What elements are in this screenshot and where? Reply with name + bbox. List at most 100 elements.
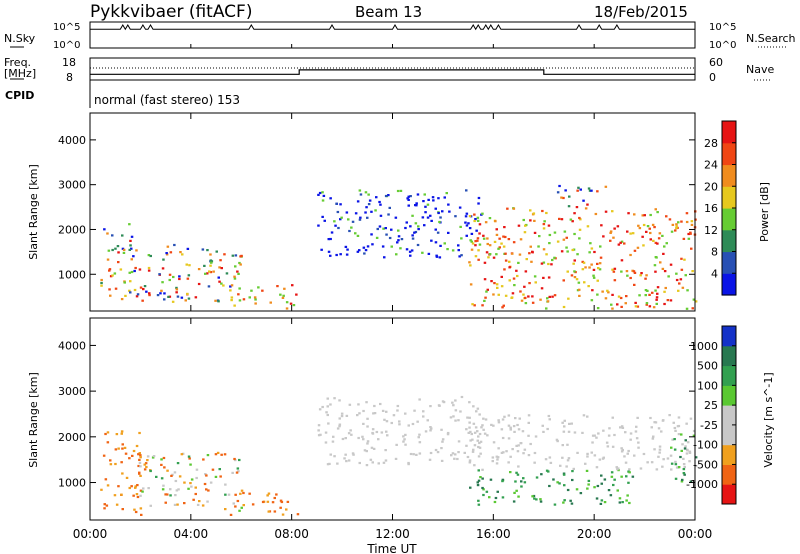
x-tick-label: 08:00 [274, 527, 309, 541]
data-cell [183, 481, 186, 484]
data-cell [159, 292, 162, 295]
data-cell [593, 454, 597, 457]
colorbar-segment [722, 142, 736, 166]
data-cell [319, 433, 322, 436]
data-cell [503, 226, 506, 229]
data-cell [538, 235, 541, 238]
data-cell [371, 428, 375, 431]
data-cell [117, 447, 120, 450]
data-cell [467, 431, 470, 434]
data-cell [416, 420, 419, 423]
data-cell [443, 242, 446, 245]
data-cell [642, 244, 645, 247]
data-cell [604, 297, 608, 300]
data-cell [502, 304, 505, 307]
data-cell [650, 426, 653, 429]
data-cell [179, 251, 182, 254]
power-y-axis: 1000 2000 3000 4000 [58, 134, 695, 281]
data-cell [585, 469, 589, 472]
data-cell [454, 419, 457, 422]
data-cell [481, 212, 484, 215]
data-cell [482, 488, 485, 491]
data-cell [370, 446, 374, 449]
data-cell [163, 292, 166, 295]
data-cell [267, 492, 271, 495]
data-cell [459, 410, 462, 413]
data-cell [656, 242, 659, 245]
data-cell [677, 416, 681, 419]
data-cell [156, 294, 160, 297]
data-cell [111, 234, 114, 237]
data-cell [336, 210, 340, 214]
data-cell [161, 267, 165, 270]
data-cell [579, 188, 582, 191]
data-cell [239, 492, 242, 495]
data-cell [238, 261, 241, 265]
data-cell [662, 458, 665, 461]
data-cell [590, 299, 594, 302]
data-cell [652, 306, 656, 309]
data-cell [611, 293, 614, 296]
data-cell [534, 435, 538, 438]
data-cell [457, 249, 460, 252]
data-cell [689, 417, 693, 420]
data-cell [356, 250, 360, 253]
data-cell [210, 261, 213, 264]
data-cell [516, 274, 519, 278]
data-cell [214, 453, 218, 456]
data-cell [443, 196, 446, 199]
data-cell [507, 437, 511, 440]
data-cell [460, 254, 463, 257]
data-cell [217, 300, 220, 303]
data-cell [501, 480, 504, 483]
data-cell [464, 215, 468, 218]
data-cell [139, 465, 142, 468]
data-cell [624, 431, 627, 434]
data-cell [527, 454, 531, 457]
data-cell [627, 212, 630, 215]
data-cell [575, 278, 579, 281]
data-cell [229, 289, 232, 292]
data-cell [129, 244, 132, 247]
data-cell [511, 292, 515, 295]
data-cell [545, 253, 548, 256]
data-cell [117, 251, 120, 254]
data-cell [327, 422, 330, 425]
data-cell [423, 193, 426, 196]
data-cell [165, 252, 168, 255]
data-cell [540, 473, 543, 476]
data-cell [196, 503, 200, 506]
data-cell [169, 494, 172, 497]
data-cell [633, 271, 637, 274]
data-cell [108, 288, 111, 291]
data-cell [429, 426, 432, 429]
data-cell [563, 499, 566, 502]
data-cell [627, 449, 630, 453]
data-cell [147, 487, 150, 490]
data-cell [469, 439, 472, 442]
nsky-trace [90, 24, 695, 31]
data-cell [135, 493, 139, 496]
data-cell [281, 296, 285, 299]
data-cell [371, 243, 374, 246]
data-cell [218, 266, 221, 269]
data-cell [674, 463, 678, 466]
data-cell [489, 478, 493, 481]
data-cell [282, 294, 285, 297]
data-cell [476, 219, 480, 222]
data-cell [515, 489, 518, 492]
x-tick-label: 04:00 [174, 527, 209, 541]
data-cell [476, 481, 479, 484]
data-cell [470, 232, 474, 235]
data-cell [187, 297, 191, 300]
data-cell [663, 302, 666, 306]
data-cell [501, 478, 505, 481]
data-cell [581, 431, 584, 434]
data-cell [586, 225, 590, 228]
colorbar-tick-label: 20 [704, 180, 718, 193]
data-cell [547, 276, 551, 279]
data-cell [317, 224, 320, 227]
data-cell [507, 461, 510, 464]
data-cell [625, 499, 628, 502]
